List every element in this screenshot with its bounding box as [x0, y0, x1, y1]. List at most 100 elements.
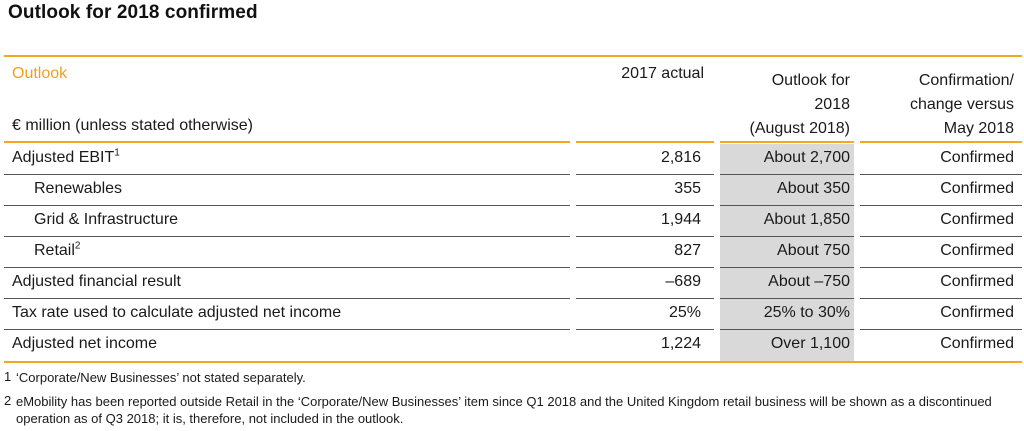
row-divider-segment: [860, 236, 1022, 237]
table-row: Renewables 355 About 350 Confirmed: [4, 175, 1022, 206]
table-row: Adjusted net income 1,224 Over 1,100 Confir…: [4, 330, 1022, 361]
row-label: Adjusted net income: [12, 335, 157, 353]
table-row: Adjusted EBIT1 2,816 About 2,700 Confirmed: [4, 144, 1022, 175]
table-top-rule: [4, 55, 1022, 57]
row-divider-segment: [576, 267, 714, 268]
row-divider: [4, 236, 1022, 237]
header-rule: [4, 141, 570, 143]
col-header-outlook-line: (August 2018): [749, 120, 850, 137]
cell-2017-actual: 827: [674, 242, 701, 259]
row-label: Adjusted financial result: [12, 273, 181, 291]
cell-confirmation: Confirmed: [940, 211, 1014, 228]
row-label-text: Retail: [34, 242, 75, 259]
cell-outlook-2018: About 2,700: [763, 149, 850, 166]
col-header-outlook-line: 2018: [814, 96, 850, 113]
cell-confirmation: Confirmed: [940, 304, 1014, 321]
footnote-number: 2: [4, 393, 12, 408]
row-divider: [4, 298, 1022, 299]
table-bottom-rule: [4, 361, 1022, 363]
cell-confirmation: Confirmed: [940, 335, 1014, 352]
footnote-number: 1: [4, 369, 12, 384]
row-divider-segment: [4, 205, 570, 206]
table-row: Tax rate used to calculate adjusted net …: [4, 299, 1022, 330]
row-divider-segment: [720, 267, 854, 268]
row-divider-segment: [4, 298, 570, 299]
cell-outlook-2018: Over 1,100: [770, 335, 850, 352]
cell-2017-actual: 25%: [668, 304, 701, 321]
cell-2017-actual: 2,816: [660, 149, 701, 166]
row-divider: [4, 174, 1022, 175]
row-divider-segment: [720, 236, 854, 237]
row-divider-segment: [4, 329, 570, 330]
outlook-highlight-cell: [720, 268, 854, 299]
cell-confirmation: Confirmed: [940, 149, 1014, 166]
row-label: Tax rate used to calculate adjusted net …: [12, 304, 341, 322]
row-divider-segment: [576, 298, 714, 299]
header-rule: [576, 141, 714, 143]
col-header-confirmation-line: change versus: [909, 96, 1014, 113]
page-title: Outlook for 2018 confirmed: [8, 2, 258, 23]
row-divider-segment: [576, 329, 714, 330]
row-label: Renewables: [34, 180, 122, 198]
footnote-marker: 2: [74, 240, 81, 252]
row-divider-segment: [860, 298, 1022, 299]
cell-confirmation: Confirmed: [940, 273, 1014, 290]
row-divider-segment: [860, 329, 1022, 330]
row-divider-segment: [4, 267, 570, 268]
cell-outlook-2018: About 750: [777, 242, 850, 259]
outlook-highlight-cell: [720, 206, 854, 237]
cell-2017-actual: 1,224: [660, 335, 701, 352]
outlook-label: Outlook: [12, 65, 68, 82]
row-label-text: Renewables: [34, 180, 123, 197]
footnote-text: eMobility has been reported outside Reta…: [16, 394, 992, 426]
row-label-text: Adjusted EBIT: [12, 149, 115, 166]
cell-confirmation: Confirmed: [940, 180, 1014, 197]
row-divider: [4, 329, 1022, 330]
table-header: Outlook € million (unless stated otherwi…: [4, 57, 1022, 141]
footnote-marker: 1: [114, 147, 120, 159]
footnote-text: ‘Corporate/New Businesses’ not stated se…: [16, 370, 306, 385]
cell-confirmation: Confirmed: [940, 242, 1014, 259]
header-rule: [860, 141, 1022, 143]
row-divider-segment: [576, 236, 714, 237]
row-label: Adjusted EBIT1: [12, 147, 120, 167]
cell-2017-actual: 1,944: [660, 211, 701, 228]
outlook-highlight-cell: [720, 144, 854, 175]
row-divider-segment: [4, 236, 570, 237]
footnote-1: 1 ‘Corporate/New Businesses’ not stated s…: [4, 369, 1006, 386]
outlook-highlight-cell: [720, 299, 854, 330]
row-label: Retail2: [34, 240, 81, 260]
row-label-text: Grid & Infrastructure: [34, 211, 179, 228]
cell-2017-actual: 355: [674, 180, 701, 197]
col-header-confirmation: Confirmation/ change versus May 2018: [864, 69, 1014, 141]
col-header-confirmation-line: May 2018: [943, 120, 1014, 137]
row-divider-segment: [860, 174, 1022, 175]
outlook-highlight-cell: [720, 330, 854, 361]
cell-outlook-2018: About –750: [768, 273, 850, 290]
col-header-outlook-line: Outlook for: [771, 72, 850, 89]
row-label: Grid & Infrastructure: [34, 211, 178, 229]
row-divider-segment: [720, 329, 854, 330]
row-divider-segment: [860, 205, 1022, 206]
cell-2017-actual: –689: [665, 273, 701, 290]
row-divider-segment: [576, 174, 714, 175]
cell-outlook-2018: About 350: [777, 180, 850, 197]
row-divider-segment: [4, 174, 570, 175]
table-row: Grid & Infrastructure 1,944 About 1,850 Con…: [4, 206, 1022, 237]
row-divider: [4, 205, 1022, 206]
row-label-text: Tax rate used to calculate adjusted net …: [12, 304, 342, 321]
row-divider-segment: [720, 298, 854, 299]
unit-label: € million (unless stated otherwise): [12, 117, 253, 134]
row-divider: [4, 267, 1022, 268]
header-rule: [720, 141, 854, 143]
row-label-text: Adjusted financial result: [12, 273, 181, 290]
col-header-2017-actual: 2017 actual: [621, 65, 704, 82]
table-row: Adjusted financial result –689 About –750 C…: [4, 268, 1022, 299]
row-label-text: Adjusted net income: [12, 335, 157, 352]
row-divider-segment: [720, 174, 854, 175]
cell-outlook-2018: 25% to 30%: [763, 304, 850, 321]
row-divider-segment: [720, 205, 854, 206]
table-row: Retail2 827 About 750 Confirmed: [4, 237, 1022, 268]
outlook-highlight-cell: [720, 237, 854, 268]
row-divider-segment: [576, 205, 714, 206]
